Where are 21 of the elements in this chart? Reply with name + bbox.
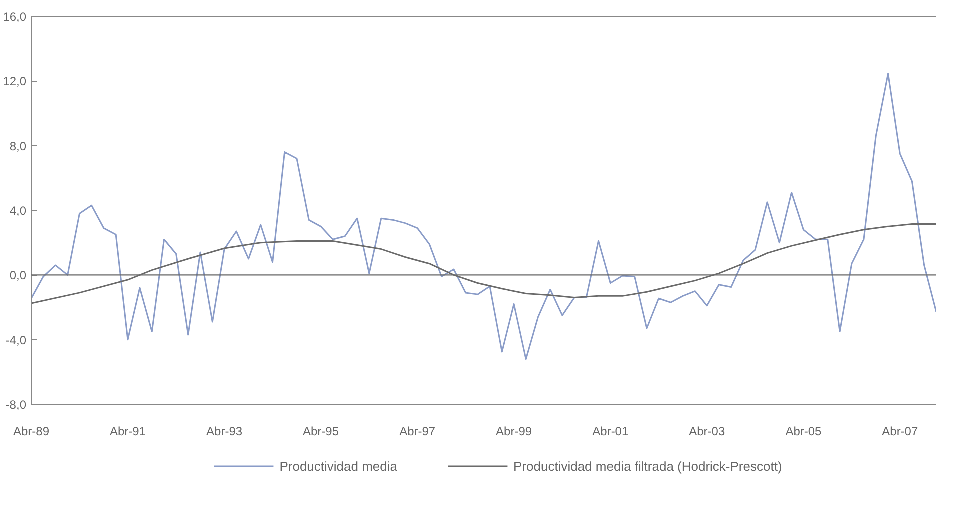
x-tick-label: Abr-97 — [400, 424, 436, 438]
x-tick-label: Abr-05 — [786, 424, 822, 438]
x-tick-label: Abr-91 — [110, 424, 146, 438]
y-tick-label: 0,0 — [10, 268, 27, 283]
x-tick-label: Abr-89 — [13, 424, 50, 438]
line-series — [32, 223, 936, 304]
x-tick-label: Abr-01 — [592, 424, 629, 438]
legend-label: Productividad media filtrada (Hodrick-Prescott) — [514, 458, 782, 474]
y-tick-label: 16,0 — [3, 10, 27, 24]
x-tick-label: Abr-03 — [689, 424, 726, 438]
x-tick-label: Abr-93 — [206, 424, 243, 438]
y-tick-label: -4,0 — [6, 333, 27, 348]
y-tick-label: 12,0 — [3, 74, 27, 89]
x-tick-label: Abr-99 — [496, 424, 532, 438]
y-tick-label: -8,0 — [6, 398, 27, 412]
legend-label: Productividad media — [280, 458, 398, 474]
y-tick-label: 8,0 — [10, 139, 27, 154]
x-tick-label: Abr-07 — [882, 424, 918, 438]
y-tick-label: 4,0 — [10, 204, 27, 218]
line-series — [32, 73, 936, 360]
x-tick-label: Abr-95 — [303, 424, 340, 438]
